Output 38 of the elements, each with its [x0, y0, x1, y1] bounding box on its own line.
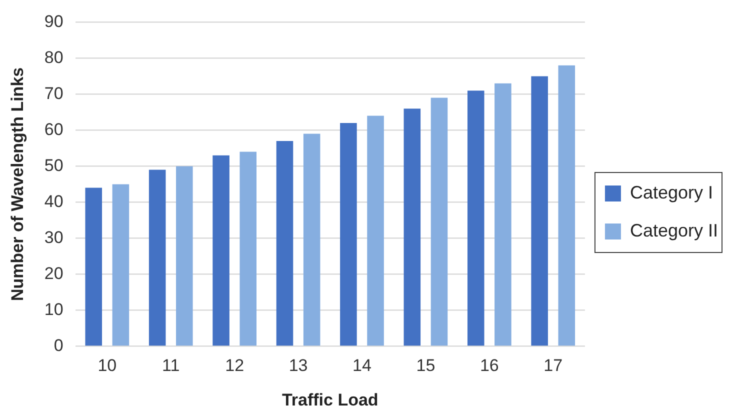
x-tick-label: 15: [416, 356, 436, 376]
x-tick-label: 12: [225, 356, 244, 376]
y-tick-label: 60: [44, 120, 64, 139]
y-tick-label: 0: [54, 336, 64, 355]
bar: [404, 108, 421, 346]
bar: [558, 65, 576, 346]
y-tick-label: 90: [44, 12, 64, 31]
x-tick-label: 13: [288, 356, 308, 376]
x-tick-label: 16: [480, 356, 499, 376]
bar: [494, 83, 512, 346]
legend-label: Category I: [630, 182, 714, 202]
bar: [112, 184, 130, 346]
x-tick-label: 10: [98, 356, 117, 376]
y-tick-label: 50: [44, 156, 64, 175]
bar: [148, 170, 166, 346]
y-axis-title: Number of Wavelength Links: [8, 67, 27, 302]
legend-label: Category II: [630, 220, 718, 240]
x-tick-label: 14: [352, 356, 372, 376]
bar: [85, 188, 102, 346]
bar: [340, 123, 357, 346]
bar: [531, 76, 548, 346]
x-axis-title: Traffic Load: [282, 390, 378, 410]
bar: [212, 155, 230, 346]
y-tick-label: 80: [44, 48, 64, 67]
bar: [367, 116, 384, 346]
y-tick-label: 40: [44, 192, 64, 211]
y-tick-label: 70: [44, 84, 64, 103]
y-tick-label: 10: [44, 300, 64, 319]
bar: [276, 141, 294, 346]
bar: [430, 98, 448, 346]
bar: [240, 152, 257, 346]
x-tick-label: 17: [544, 356, 563, 376]
bar: [303, 134, 320, 346]
y-tick-label: 30: [44, 228, 64, 247]
y-tick-label: 20: [44, 264, 64, 283]
x-tick-label: 11: [162, 356, 180, 376]
bar: [176, 166, 193, 346]
bar: [467, 90, 484, 346]
